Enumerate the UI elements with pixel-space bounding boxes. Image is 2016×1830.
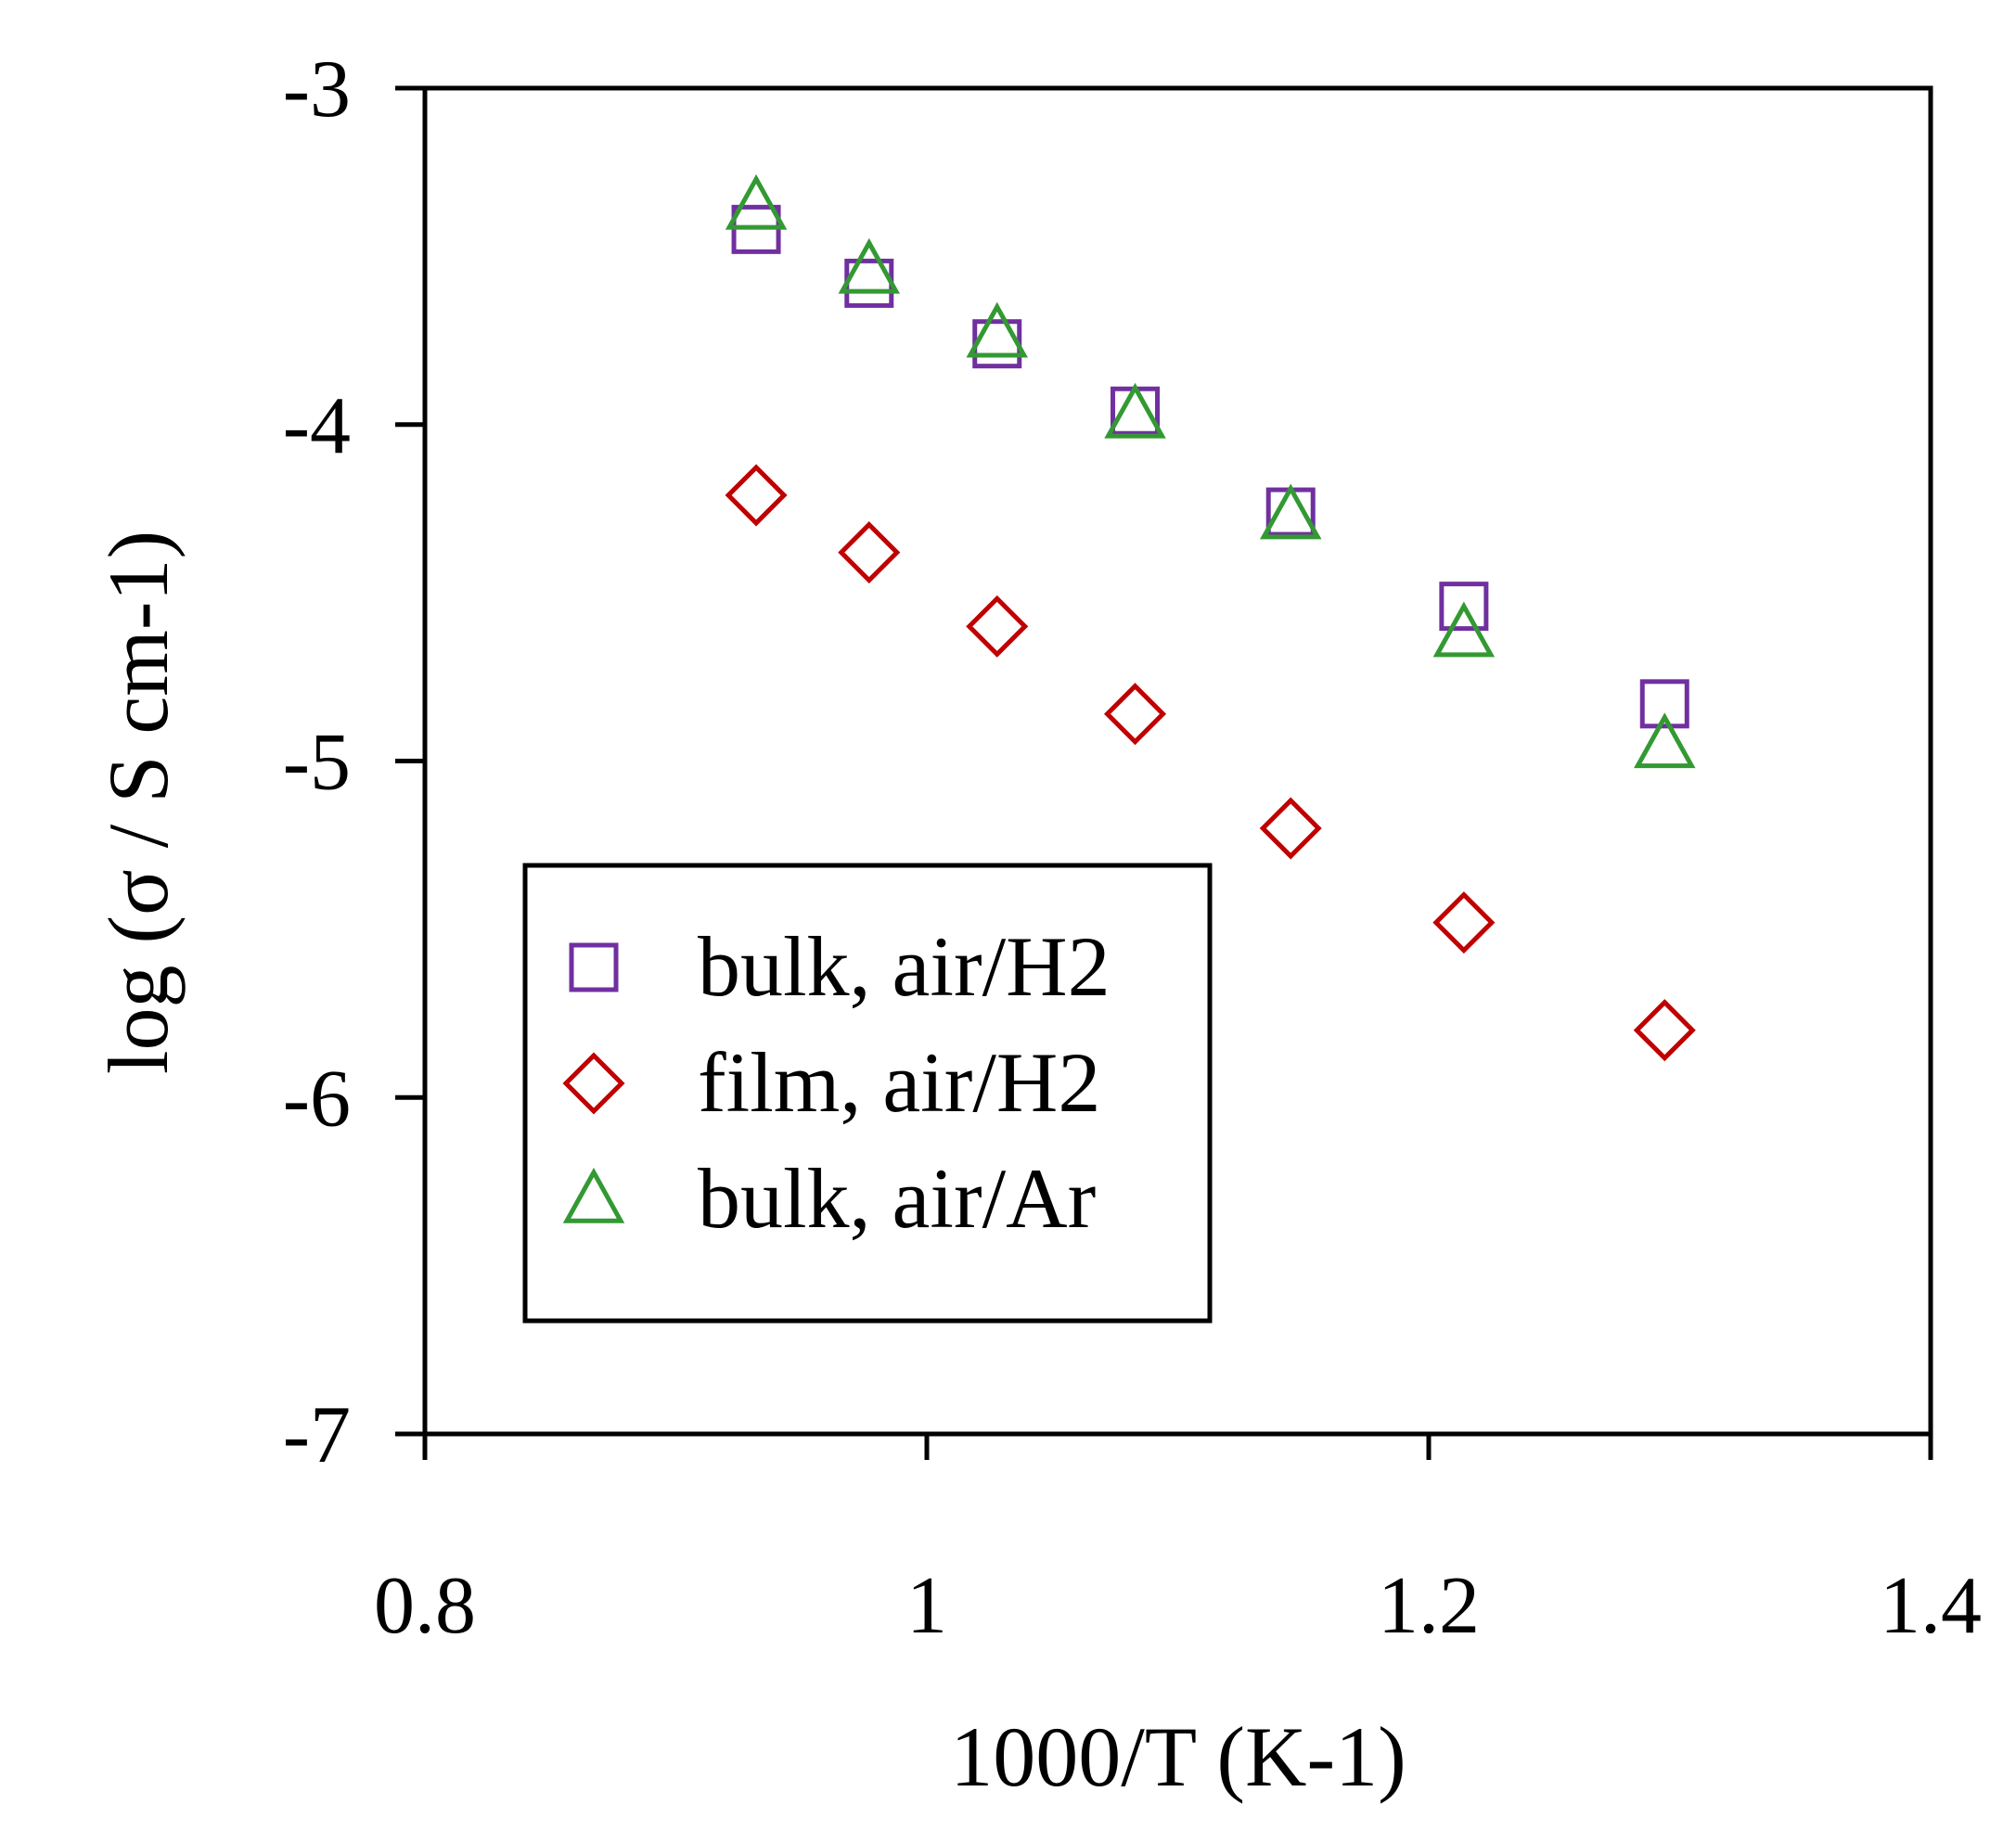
triangle-point <box>838 237 901 294</box>
legend-label: bulk, air/H2 <box>698 919 1111 1014</box>
x-tick-label: 1 <box>906 1561 947 1651</box>
triangle-point <box>725 173 788 230</box>
y-tick-label: -3 <box>283 45 351 134</box>
triangle-point <box>1259 483 1322 540</box>
y-axis-title: log (σ / S cm-1) <box>91 531 186 1074</box>
legend-box <box>522 863 1213 1324</box>
y-axis-title-group: log (σ / S cm-1) <box>91 531 186 1074</box>
diamond-point <box>1633 999 1696 1062</box>
x-tick-label: 1.2 <box>1378 1561 1480 1651</box>
x-axis-title: 1000/T (K-1) <box>950 1709 1406 1804</box>
diamond-point <box>1103 683 1167 746</box>
data-markers <box>725 173 1696 1062</box>
diamond-point <box>1432 891 1496 954</box>
triangle-point <box>966 301 1028 358</box>
x-tick-label: 0.8 <box>374 1561 476 1651</box>
legend-diamond-icon <box>562 1052 625 1115</box>
legend: bulk, air/H2 film, air/H2 bulk, air/Ar <box>522 863 1213 1324</box>
square-point <box>1639 679 1689 729</box>
y-tick-label: -4 <box>283 381 351 471</box>
legend-label: film, air/H2 <box>698 1035 1100 1130</box>
y-tick-label: -6 <box>283 1054 351 1144</box>
triangle-point <box>1104 382 1166 439</box>
axis-ticks <box>395 85 1933 1460</box>
square-point <box>1439 582 1489 632</box>
legend-label: bulk, air/Ar <box>698 1151 1096 1246</box>
triangle-point <box>1634 712 1696 769</box>
diamond-point <box>838 521 901 584</box>
diamond-point <box>1259 797 1322 860</box>
tick-labels: 0.8 1 1.2 1.4 -7 -6 -5 -4 -3 <box>283 45 1982 1651</box>
x-tick-label: 1.4 <box>1880 1561 1982 1651</box>
triangle-point <box>1432 601 1496 658</box>
y-tick-label: -7 <box>283 1390 351 1480</box>
legend-triangle-icon <box>562 1167 625 1223</box>
legend-items: bulk, air/H2 film, air/H2 bulk, air/Ar <box>562 919 1111 1246</box>
diamond-point <box>725 464 788 527</box>
y-tick-label: -5 <box>283 718 351 808</box>
diamond-point <box>966 595 1029 658</box>
legend-square-icon <box>569 942 619 992</box>
